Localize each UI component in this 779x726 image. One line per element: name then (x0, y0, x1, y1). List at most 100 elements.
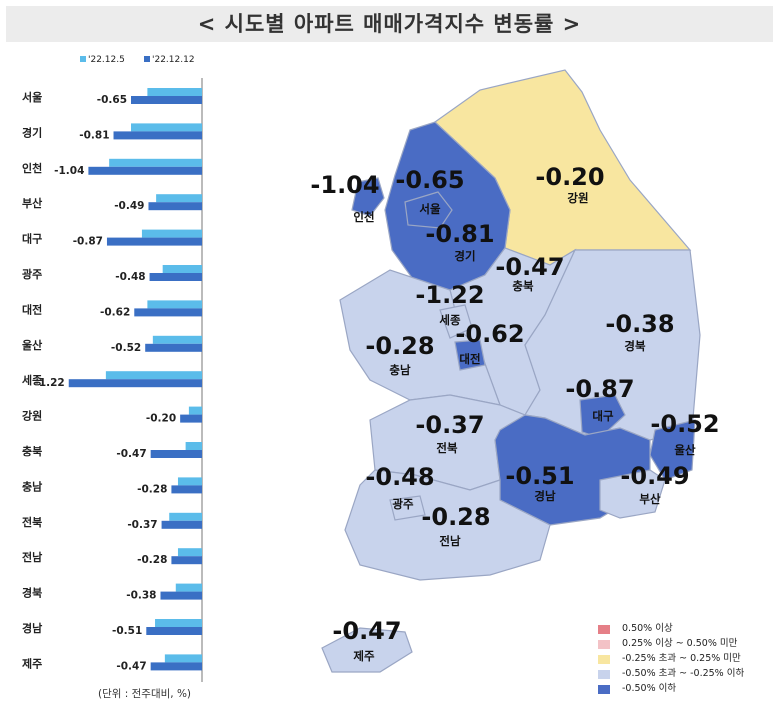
category-label: 강원 (22, 409, 42, 423)
category-label: 충북 (22, 444, 42, 458)
region-busan (599, 469, 666, 519)
bar-curr (171, 485, 202, 494)
category-label: 대구 (22, 232, 42, 246)
bar-value-label: -0.48 (115, 271, 145, 283)
bar-prev (147, 300, 202, 309)
region-value-busan: -0.49 (620, 462, 689, 490)
bar-value-label: -0.38 (126, 590, 156, 602)
bar-curr (161, 520, 202, 529)
region-name-gyeonggi: 경기 (454, 249, 475, 263)
category-label: 대전 (22, 302, 42, 316)
bar-prev (162, 265, 202, 273)
bar-curr (171, 556, 202, 565)
bar-value-label: -0.51 (112, 625, 142, 637)
category-label: 부산 (22, 196, 42, 210)
legend-label-curr: '22.12.12 (152, 55, 195, 65)
category-label: 경남 (22, 621, 42, 635)
bar-prev (152, 335, 202, 344)
region-name-daegu: 대구 (592, 409, 614, 423)
bar-prev (177, 548, 202, 557)
region-value-gyeongbuk: -0.38 (605, 310, 674, 338)
bar-value-label: -0.49 (114, 200, 144, 212)
bar-curr (148, 202, 202, 211)
bar-prev (164, 654, 202, 663)
bar-value-label: -0.28 (137, 483, 167, 495)
category-label: 전남 (22, 550, 42, 564)
bar-curr (134, 308, 202, 317)
bar-prev (105, 371, 202, 380)
category-label: 광주 (22, 268, 42, 281)
region-value-gyeonggi: -0.81 (425, 220, 494, 248)
bar-curr (131, 96, 202, 104)
region-name-sejong: 세종 (439, 313, 461, 327)
bar-curr (150, 450, 202, 458)
legend-swatch-curr (144, 56, 150, 62)
region-seoul (404, 191, 453, 229)
legend-label: -0.25% 초과 ~ 0.25% 미만 (622, 653, 741, 664)
bar-value-label: -0.87 (73, 236, 103, 248)
region-name-gyeongnam: 경남 (534, 489, 556, 503)
bar-value-label: -0.47 (116, 448, 146, 460)
region-map: -0.65서울-0.81경기-1.04인천-0.20강원-0.47충북-1.22… (310, 69, 720, 673)
bar-value-label: -0.37 (127, 519, 157, 531)
category-label: 인천 (22, 161, 42, 175)
category-label: 울산 (22, 338, 42, 352)
bar-curr (149, 273, 202, 281)
bar-curr (68, 379, 202, 388)
region-name-gwangju: 광주 (392, 497, 414, 511)
region-jeonnam (344, 469, 551, 581)
bar-value-label: -0.52 (111, 342, 141, 354)
category-label: 전북 (22, 515, 42, 529)
bar-value-label: -0.28 (137, 554, 167, 566)
region-name-daejeon: 대전 (459, 352, 480, 366)
region-name-jeju: 제주 (353, 649, 375, 663)
region-value-gwangju: -0.48 (365, 463, 434, 491)
region-value-sejong: -1.22 (415, 281, 484, 309)
region-value-jeonnam: -0.28 (421, 503, 490, 531)
bar-curr (113, 131, 202, 140)
legend-swatch (598, 625, 610, 634)
chart-title: < 시도별 아파트 매매가격지수 변동률 > (197, 12, 582, 36)
bar-prev (147, 88, 202, 96)
bar-prev (156, 194, 202, 203)
region-value-seoul: -0.65 (395, 166, 464, 194)
category-label: 제주 (22, 656, 42, 670)
bar-prev (131, 123, 202, 132)
bar-value-label: -1.04 (54, 165, 84, 177)
bar-prev (109, 158, 202, 167)
region-name-gyeongbuk: 경북 (624, 339, 646, 353)
region-value-chungnam: -0.28 (365, 332, 434, 360)
region-name-incheon: 인천 (353, 210, 374, 224)
bar-value-label: -0.62 (100, 306, 130, 318)
legend-swatch (598, 640, 610, 649)
region-value-jeonbuk: -0.37 (415, 411, 484, 439)
bar-prev (155, 619, 202, 627)
region-sejong (439, 304, 473, 339)
bar-value-label: -0.47 (116, 660, 146, 672)
region-value-incheon: -1.04 (310, 171, 379, 199)
bar-prev (169, 512, 202, 521)
bar-prev (141, 229, 202, 238)
legend-swatch (598, 670, 610, 679)
region-value-chungbuk: -0.47 (495, 253, 564, 281)
region-value-daegu: -0.87 (565, 375, 634, 403)
bar-value-label: -0.20 (146, 413, 176, 425)
region-name-jeonnam: 전남 (439, 534, 461, 548)
legend-swatch (598, 655, 610, 664)
region-value-ulsan: -0.52 (650, 410, 719, 438)
bar-legend: '22.12.5 '22.12.12 (80, 55, 195, 65)
bar-prev (177, 477, 202, 486)
region-value-gyeongnam: -0.51 (505, 462, 574, 490)
bar-chart: '22.12.5 '22.12.12 서울 -0.65 경기 -0.81 인천 -1.04 부산… (22, 55, 203, 682)
unit-note: (단위 : 전주대비, %) (98, 688, 192, 700)
region-gwangju (389, 495, 426, 521)
bar-value-label: -1.22 (34, 377, 64, 389)
category-label: 경북 (22, 586, 42, 600)
region-name-chungnam: 충남 (389, 363, 411, 377)
legend-label: 0.50% 이상 (622, 623, 673, 634)
region-name-seoul: 서울 (419, 202, 441, 216)
legend-label-prev: '22.12.5 (88, 55, 125, 65)
bar-curr (88, 166, 202, 175)
legend-label: -0.50% 초과 ~ -0.25% 이하 (622, 668, 745, 679)
legend-label: 0.25% 이상 ~ 0.50% 미만 (622, 638, 738, 649)
